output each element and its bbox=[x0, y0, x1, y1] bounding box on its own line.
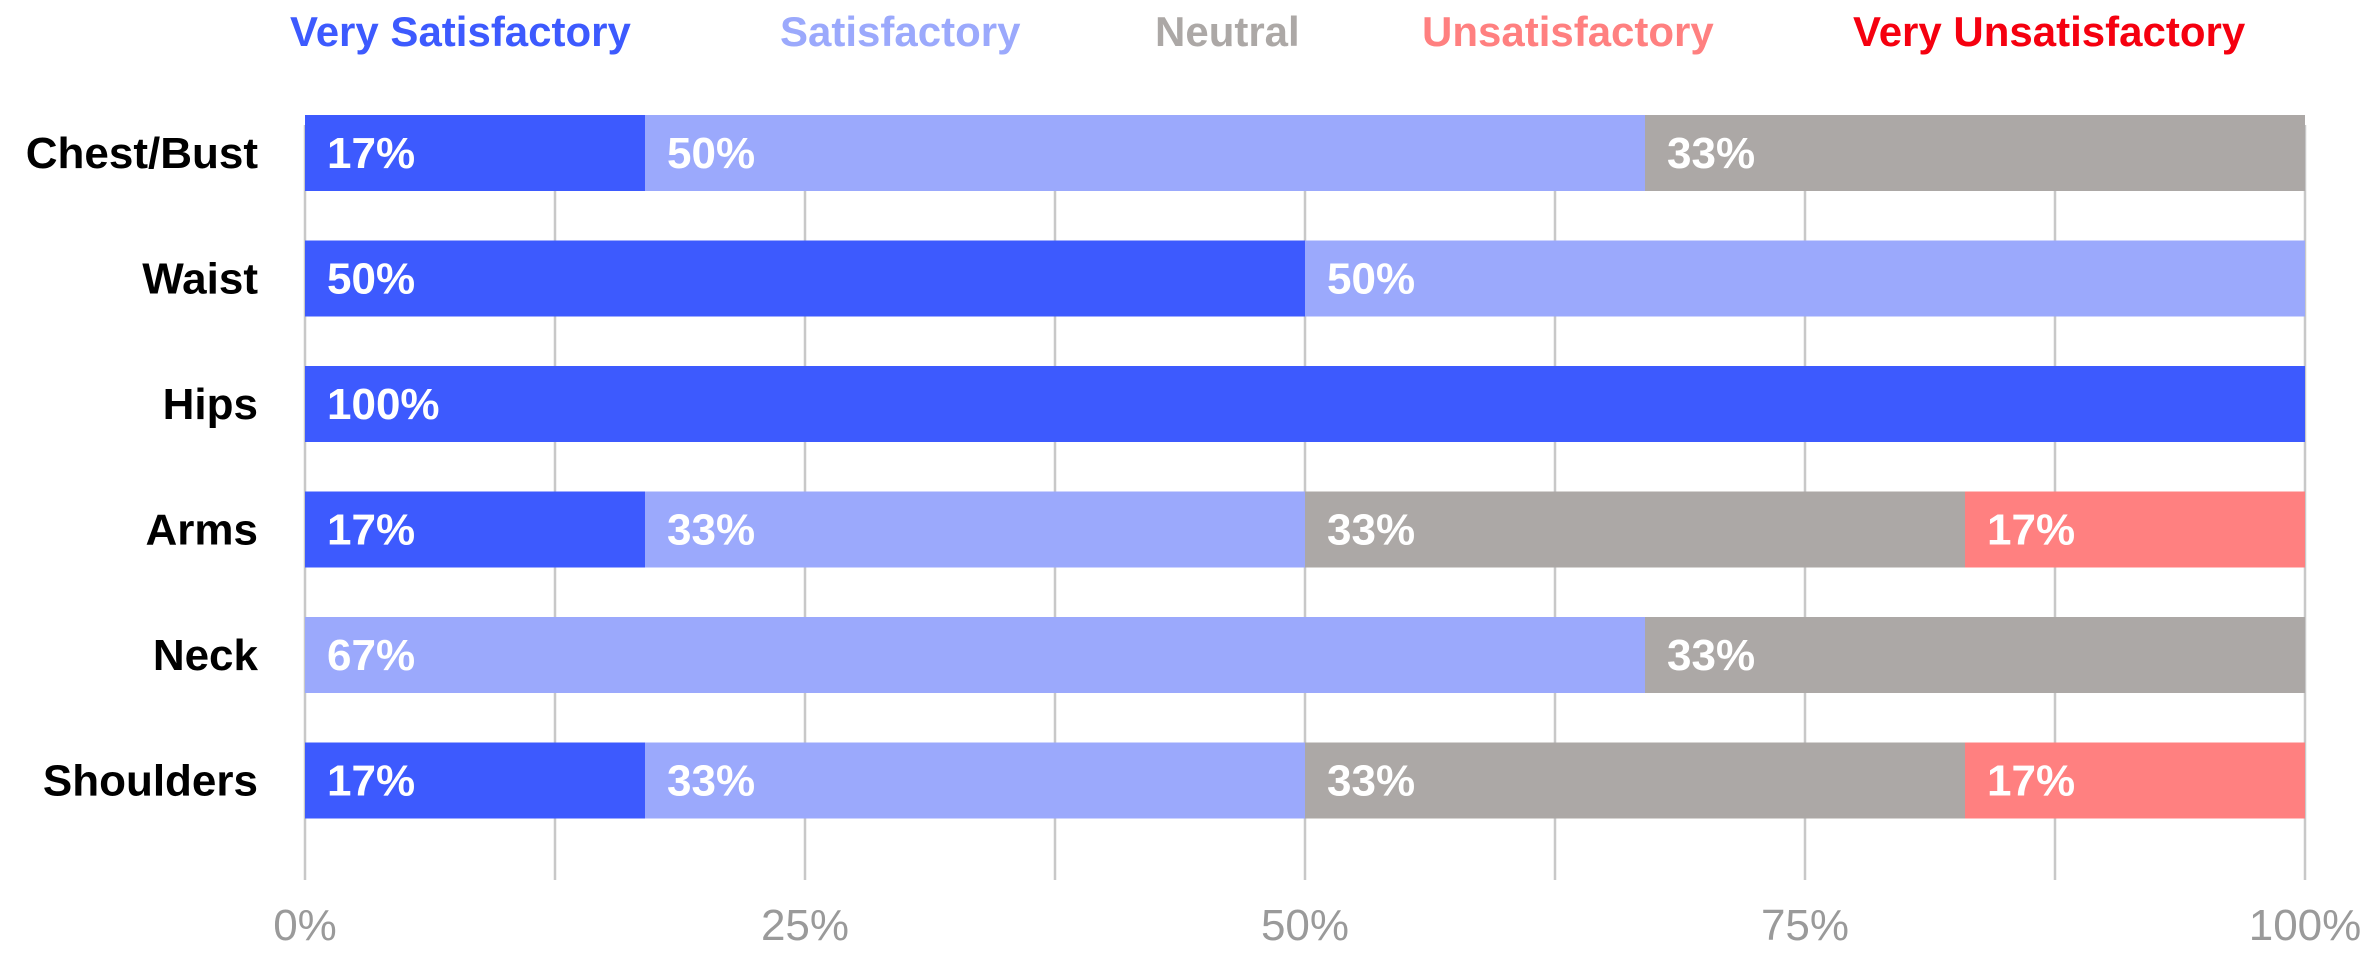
legend-item-satisfactory: Satisfactory bbox=[780, 8, 1021, 55]
bar-segment-satisfactory bbox=[305, 617, 1645, 693]
legend-item-neutral: Neutral bbox=[1155, 8, 1300, 55]
bar-segment-satisfactory bbox=[645, 742, 1305, 819]
data-label: 33% bbox=[1667, 631, 1755, 680]
bar-segment-very-satisfactory bbox=[305, 366, 2305, 442]
x-tick-label: 50% bbox=[1261, 901, 1349, 950]
bar-segment-satisfactory bbox=[645, 491, 1305, 568]
bar-segment-unsatisfactory bbox=[1965, 742, 2305, 819]
legend-item-very-unsatisfactory: Very Unsatisfactory bbox=[1853, 8, 2246, 55]
data-label: 33% bbox=[667, 757, 755, 806]
data-label: 17% bbox=[1987, 757, 2075, 806]
bar-segment-very-satisfactory bbox=[305, 115, 645, 191]
category-label-waist: Waist bbox=[142, 255, 258, 304]
bar-segment-neutral bbox=[1305, 491, 1965, 568]
data-label: 67% bbox=[327, 631, 415, 680]
x-tick-label: 25% bbox=[761, 901, 849, 950]
data-label: 17% bbox=[327, 506, 415, 555]
bar-segment-neutral bbox=[1645, 115, 2305, 191]
legend-item-unsatisfactory: Unsatisfactory bbox=[1422, 8, 1714, 55]
data-label: 50% bbox=[327, 255, 415, 304]
bar-segment-neutral bbox=[1305, 742, 1965, 819]
data-label: 17% bbox=[327, 757, 415, 806]
bar-segment-satisfactory bbox=[1305, 240, 2305, 317]
bar-series: 17% 50% 33% 50% 50% 100% 17% 33% 33% 17% 67% 33% 17%… bbox=[305, 115, 2305, 819]
category-axis-labels: Chest/Bust Waist Hips Arms Neck Shoulders bbox=[26, 129, 259, 806]
data-label: 17% bbox=[327, 129, 415, 178]
category-label-neck: Neck bbox=[153, 631, 259, 680]
x-tick-label: 100% bbox=[2249, 901, 2362, 950]
bar-segment-neutral bbox=[1645, 617, 2305, 693]
data-label: 17% bbox=[1987, 506, 2075, 555]
data-label: 100% bbox=[327, 380, 440, 429]
category-label-hips: Hips bbox=[163, 380, 258, 429]
data-label: 50% bbox=[667, 129, 755, 178]
chart-legend: Very Satisfactory Satisfactory Neutral Unsa… bbox=[290, 8, 2246, 55]
x-tick-label: 0% bbox=[273, 901, 337, 950]
category-label-chest-bust: Chest/Bust bbox=[26, 129, 259, 178]
bar-segment-very-satisfactory bbox=[305, 742, 645, 819]
data-label: 33% bbox=[667, 506, 755, 555]
bar-segment-satisfactory bbox=[645, 115, 1645, 191]
data-label: 33% bbox=[1327, 506, 1415, 555]
data-label: 33% bbox=[1327, 757, 1415, 806]
data-label: 33% bbox=[1667, 129, 1755, 178]
bar-segment-unsatisfactory bbox=[1965, 491, 2305, 568]
category-label-arms: Arms bbox=[146, 506, 259, 555]
value-axis-tick-labels: 0% 25% 50% 75% 100% bbox=[273, 901, 2361, 950]
bar-segment-very-satisfactory bbox=[305, 240, 1305, 317]
category-label-shoulders: Shoulders bbox=[43, 757, 258, 806]
data-label: 50% bbox=[1327, 255, 1415, 304]
x-tick-label: 75% bbox=[1761, 901, 1849, 950]
bar-segment-very-satisfactory bbox=[305, 491, 645, 568]
legend-item-very-satisfactory: Very Satisfactory bbox=[290, 8, 632, 55]
